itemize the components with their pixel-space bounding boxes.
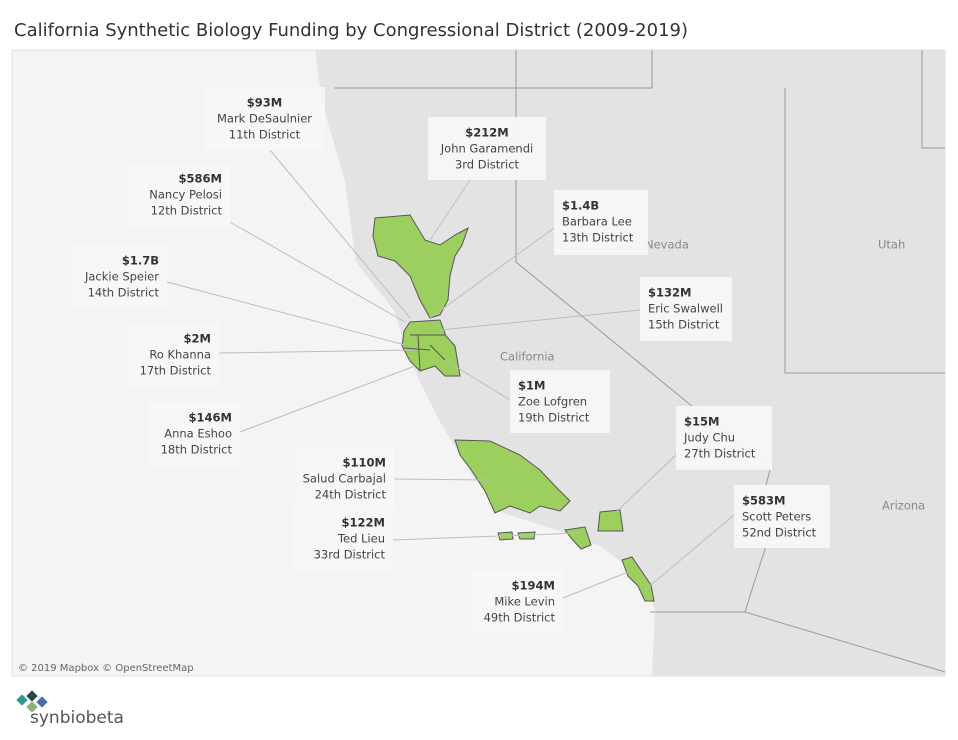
callout-name: Mike Levin [494,595,555,609]
callout-name: John Garamendi [440,142,533,156]
district [454,439,571,514]
callout-district: 24th District [315,488,387,502]
leader-line [166,281,406,346]
district [401,319,461,377]
callout-box [149,402,240,466]
callout-district: 18th District [161,443,233,457]
callout-name: Salud Carbajal [303,472,386,486]
callout-name: Jackie Speier [84,270,159,284]
callout-amount: $146M [189,411,232,425]
callout-amount: $583M [742,494,785,508]
district [621,556,655,602]
callout-amount: $110M [343,456,386,470]
callout-district: 15th District [648,318,720,332]
district-borders [403,334,446,371]
logo: synbiobeta [16,690,124,728]
callout-box [428,117,546,180]
callout-box [291,507,393,570]
callout-amount: $1.4B [562,199,599,213]
callout-district: 12th District [151,204,223,218]
district [497,531,536,541]
callout-amount: $1M [518,379,545,393]
leader-line [269,149,411,319]
map-label: Utah [878,238,905,252]
callout-district: 19th District [518,411,590,425]
callout-name: Judy Chu [683,431,735,445]
district [564,526,592,550]
callout-district: 33rd District [314,548,386,562]
callout-name: Scott Peters [742,510,811,524]
callout-box [127,163,230,227]
callout-box [734,485,830,548]
callout-district: 49th District [484,611,556,625]
callout-box [640,277,732,341]
callout-amount: $1.7B [122,254,159,268]
callout-name: Mark DeSaulnier [217,112,312,126]
callout-amount: $122M [342,516,385,530]
callout-name: Ted Lieu [337,532,385,546]
callout-box [472,570,563,633]
leader-line [562,571,629,599]
callout-district: 3rd District [455,158,520,172]
callout-name: Nancy Pelosi [149,188,222,202]
map-label: California [500,350,555,364]
leader-line [229,221,406,323]
callout-amount: $2M [184,332,211,346]
leader-line [429,227,555,319]
callout-box [554,190,648,255]
callout-name: Zoe Lofgren [518,395,587,409]
callout-amount: $15M [684,415,719,429]
callout-amount: $586M [179,172,222,186]
callout-box [510,370,610,433]
callout-box [297,447,394,510]
callout-amount: $132M [648,286,691,300]
district [597,509,624,532]
callout-name: Ro Khanna [149,348,211,362]
callout-district: 14th District [88,286,160,300]
map: Nevada Utah California Arizona © 2019 Ma… [11,49,946,677]
title: California Synthetic Biology Funding by … [14,20,688,41]
callout-name: Barbara Lee [562,215,632,229]
callout-district: 13th District [562,231,634,245]
leader-line [644,514,735,591]
callout-box [204,87,325,150]
leader-line [614,454,677,514]
callout-box [128,323,219,386]
callout-district: 52nd District [742,526,817,540]
callout-district: 27th District [684,447,756,461]
leader-line [439,309,641,331]
attribution: © 2019 Mapbox © OpenStreetMap [18,663,194,674]
callout-amount: $93M [247,96,282,110]
map-label: Arizona [882,499,925,513]
leader-line [392,532,581,541]
leader-line [239,365,416,433]
callout-box [676,406,772,470]
logo-text: synbiobeta [30,708,124,728]
callouts: $93M Mark DeSaulnier 11th District $212M Joh… [73,87,830,633]
callout-amount: $194M [512,579,555,593]
leader-line [444,359,511,401]
callout-name: Eric Swalwell [648,302,723,316]
leader-line [429,179,471,241]
district [372,214,469,319]
callout-amount: $212M [465,126,508,140]
callout-district: 11th District [229,128,301,142]
callout-box [73,245,167,309]
leader-line [393,478,491,481]
callout-district: 17th District [140,364,212,378]
state-borders [334,50,946,673]
map-label: Nevada [645,238,689,252]
leader-line [218,349,416,354]
callout-name: Anna Eshoo [164,427,232,441]
